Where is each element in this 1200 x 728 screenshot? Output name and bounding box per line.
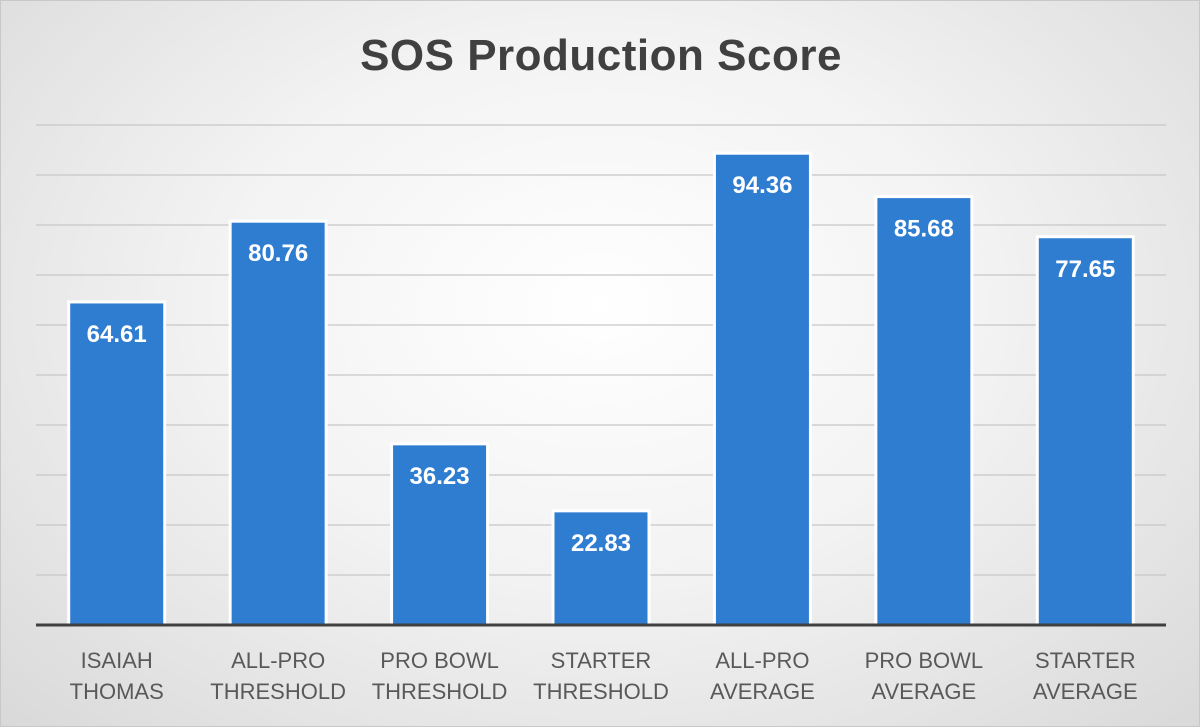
- bar: [874, 195, 974, 627]
- data-label: 94.36: [732, 172, 792, 199]
- x-tick-label: AVERAGE: [871, 679, 976, 704]
- bar: [390, 442, 490, 627]
- x-tick-label: AVERAGE: [1033, 679, 1138, 704]
- chart-title: SOS Production Score: [360, 31, 842, 80]
- data-label: 22.83: [571, 530, 631, 557]
- x-tick-label: ISAIAH: [81, 648, 153, 673]
- x-tick-label: THRESHOLD: [372, 679, 508, 704]
- x-tick-label: THRESHOLD: [533, 679, 669, 704]
- data-label: 77.65: [1055, 256, 1115, 283]
- x-tick-label: THOMAS: [70, 679, 164, 704]
- bar: [1035, 235, 1135, 627]
- x-tick-label: ALL-PRO: [715, 648, 809, 673]
- x-tick-label: THRESHOLD: [210, 679, 346, 704]
- x-tick-label: AVERAGE: [710, 679, 815, 704]
- x-tick-label: STARTER: [1035, 648, 1136, 673]
- x-tick-label: STARTER: [551, 648, 652, 673]
- x-tick-label: ALL-PRO: [231, 648, 325, 673]
- bar: [228, 219, 328, 627]
- x-tick-label: PRO BOWL: [865, 648, 984, 673]
- bar: [67, 300, 167, 627]
- data-label: 85.68: [894, 216, 954, 243]
- x-tick-label: PRO BOWL: [380, 648, 499, 673]
- data-label: 64.61: [87, 321, 147, 348]
- data-label: 80.76: [248, 240, 308, 267]
- data-label: 36.23: [410, 463, 470, 490]
- bar: [712, 151, 812, 627]
- bar: [551, 509, 651, 627]
